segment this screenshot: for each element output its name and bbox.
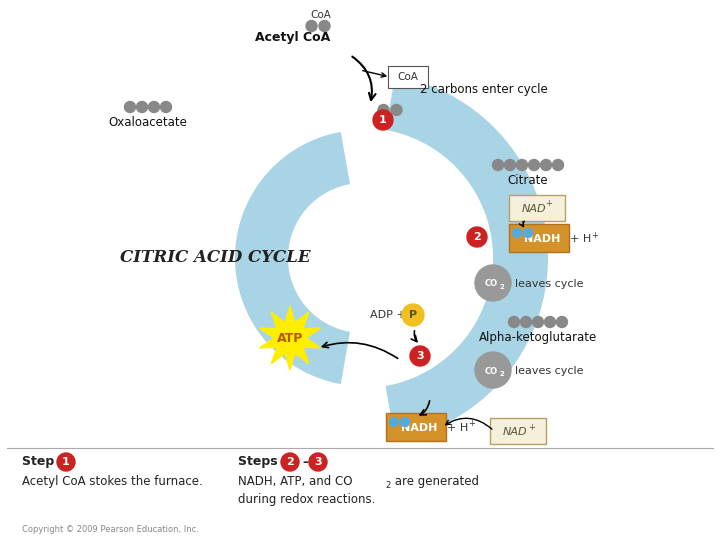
Circle shape <box>508 316 520 327</box>
Circle shape <box>281 453 299 471</box>
Circle shape <box>492 159 503 171</box>
Circle shape <box>373 110 393 130</box>
Circle shape <box>475 352 511 388</box>
Text: 3: 3 <box>416 351 424 361</box>
Circle shape <box>505 159 516 171</box>
Text: Acetyl CoA stokes the furnace.: Acetyl CoA stokes the furnace. <box>22 476 203 489</box>
Text: NAD: NAD <box>522 204 546 214</box>
Text: 2: 2 <box>385 482 390 490</box>
Circle shape <box>400 417 410 427</box>
Text: + H: + H <box>447 423 468 433</box>
Circle shape <box>410 346 430 366</box>
Text: CITRIC ACID CYCLE: CITRIC ACID CYCLE <box>120 249 310 267</box>
Text: are generated: are generated <box>391 476 479 489</box>
Text: P: P <box>409 310 417 320</box>
Circle shape <box>390 417 398 427</box>
Text: CO: CO <box>485 280 498 288</box>
Text: Oxaloacetate: Oxaloacetate <box>109 116 187 129</box>
Text: during redox reactions.: during redox reactions. <box>238 494 375 507</box>
Text: 2: 2 <box>473 232 481 242</box>
Circle shape <box>521 316 531 327</box>
Circle shape <box>475 265 511 301</box>
Circle shape <box>552 159 564 171</box>
Text: 2: 2 <box>500 371 505 377</box>
Text: 2: 2 <box>500 284 505 290</box>
FancyBboxPatch shape <box>509 224 569 252</box>
FancyBboxPatch shape <box>386 413 446 441</box>
Text: –3: –3 <box>302 456 317 469</box>
Circle shape <box>137 102 148 112</box>
Text: Step: Step <box>22 456 58 469</box>
Text: +: + <box>591 231 598 240</box>
Text: leaves cycle: leaves cycle <box>515 279 583 289</box>
Text: Copyright © 2009 Pearson Education, Inc.: Copyright © 2009 Pearson Education, Inc. <box>22 525 199 535</box>
Circle shape <box>148 102 160 112</box>
Circle shape <box>309 453 327 471</box>
Circle shape <box>125 102 135 112</box>
Polygon shape <box>508 269 531 274</box>
Text: +: + <box>468 420 475 429</box>
Text: NADH: NADH <box>401 423 437 433</box>
Circle shape <box>306 21 317 31</box>
FancyBboxPatch shape <box>490 418 546 444</box>
Text: +: + <box>546 199 552 208</box>
Circle shape <box>513 228 521 238</box>
Text: leaves cycle: leaves cycle <box>515 366 583 376</box>
Polygon shape <box>420 392 424 416</box>
Text: Alpha-ketoglutarate: Alpha-ketoglutarate <box>479 332 597 345</box>
Circle shape <box>391 105 402 116</box>
Text: ATP: ATP <box>276 332 303 345</box>
Circle shape <box>319 21 330 31</box>
Circle shape <box>467 227 487 247</box>
Text: 3: 3 <box>314 457 322 467</box>
Text: 2: 2 <box>286 457 294 467</box>
Circle shape <box>533 316 544 327</box>
Circle shape <box>541 159 552 171</box>
Circle shape <box>402 304 424 326</box>
Polygon shape <box>416 102 428 123</box>
Text: 2 carbons enter cycle: 2 carbons enter cycle <box>420 84 548 97</box>
Text: + H: + H <box>570 234 591 244</box>
Text: NAD: NAD <box>503 427 527 437</box>
Circle shape <box>161 102 171 112</box>
Text: 1: 1 <box>62 457 70 467</box>
Circle shape <box>290 185 436 331</box>
Polygon shape <box>386 76 548 440</box>
Circle shape <box>57 453 75 471</box>
FancyBboxPatch shape <box>509 195 565 221</box>
Text: CO: CO <box>485 367 498 375</box>
Text: CoA: CoA <box>310 10 331 20</box>
Text: 1: 1 <box>379 115 387 125</box>
Text: NADH, ATP, and CO: NADH, ATP, and CO <box>238 476 353 489</box>
Circle shape <box>528 159 539 171</box>
Text: +: + <box>528 422 536 431</box>
FancyBboxPatch shape <box>388 66 428 88</box>
Text: CoA: CoA <box>397 72 418 82</box>
Circle shape <box>557 316 567 327</box>
Text: Steps: Steps <box>238 456 282 469</box>
Text: NADH: NADH <box>524 234 560 244</box>
Circle shape <box>544 316 556 327</box>
Circle shape <box>523 228 533 238</box>
Text: ADP +: ADP + <box>370 310 409 320</box>
Polygon shape <box>260 306 320 370</box>
Text: Acetyl CoA: Acetyl CoA <box>256 30 330 44</box>
Polygon shape <box>235 132 350 384</box>
Circle shape <box>378 105 389 116</box>
Circle shape <box>516 159 528 171</box>
Text: Citrate: Citrate <box>508 173 549 186</box>
